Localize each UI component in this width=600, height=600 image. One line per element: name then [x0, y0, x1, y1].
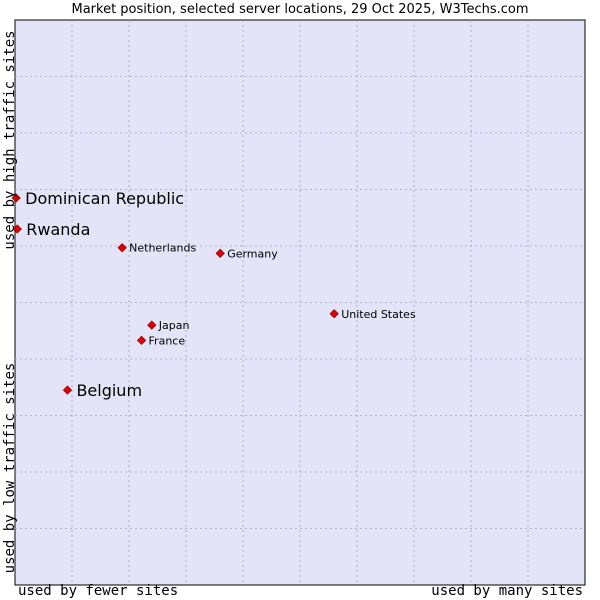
point-label-belgium: Belgium	[76, 381, 142, 400]
point-germany	[215, 248, 225, 258]
point-label-germany: Germany	[227, 247, 278, 260]
point-label-japan: Japan	[158, 319, 190, 332]
chart-title: Market position, selected server locatio…	[71, 2, 529, 17]
point-netherlands	[117, 243, 127, 253]
point-label-dominican-republic: Dominican Republic	[25, 189, 184, 208]
point-united-states	[329, 309, 339, 319]
x-axis-label-left: used by fewer sites	[18, 583, 179, 599]
y-axis-label-top: used by high traffic sites	[2, 30, 18, 250]
point-dominican-republic	[11, 193, 21, 203]
y-axis-label-bottom: used by low traffic sites	[2, 362, 18, 574]
point-label-united-states: United States	[341, 308, 416, 321]
point-label-netherlands: Netherlands	[129, 242, 196, 255]
point-rwanda	[12, 224, 22, 234]
x-axis-label-right: used by many sites	[431, 583, 583, 599]
data-points: Dominican Republic Rwanda Netherlands Germa…	[11, 189, 416, 400]
point-label-rwanda: Rwanda	[26, 220, 90, 239]
point-japan	[147, 320, 157, 330]
point-belgium	[62, 385, 73, 395]
grid-lines	[15, 20, 585, 585]
point-label-france: France	[149, 334, 186, 347]
point-france	[136, 335, 147, 345]
